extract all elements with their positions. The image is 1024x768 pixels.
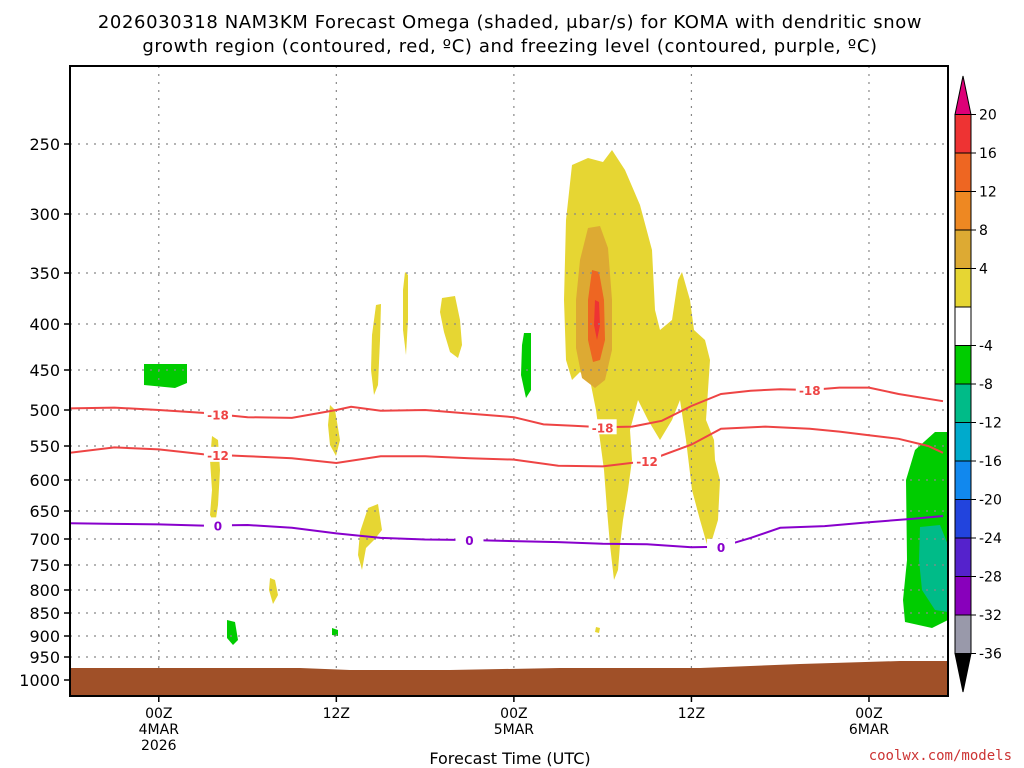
contour-label: -18 [592,421,614,435]
chart-title-line1: 2026030318 NAM3KM Forecast Omega (shaded… [98,12,922,33]
colorbar-label: -20 [979,493,1002,509]
contour-label-bg [795,382,824,397]
y-tick-label: 650 [29,502,60,521]
y-tick-label: 700 [29,530,60,549]
colorbar-swatch [954,653,972,693]
colorbar-swatch [954,75,972,115]
colorbar-label: -36 [979,647,1002,663]
omega-region [269,578,278,604]
colorbar-swatch [954,191,972,231]
colorbar-swatch [954,229,972,269]
plot-frame [69,65,949,697]
contour-label: 0 [465,534,473,548]
omega-region [227,620,238,645]
contour-label: -18 [207,408,229,422]
contour-label-bg [203,517,232,533]
contour-label: 0 [717,541,725,555]
omega-region [371,304,381,395]
contour-label-bg [588,419,617,435]
colorbar-label: 16 [979,146,997,162]
colorbar-swatch [954,306,972,346]
colorbar-swatch [954,383,972,423]
colorbar-swatch [954,614,972,654]
colorbar-label: -4 [979,339,993,355]
contour-label-bg [203,446,232,462]
y-tick-label: 1000 [19,671,60,690]
contour-label: -18 [799,384,821,398]
credit-text: coolwx.com/models [869,748,1012,764]
colorbar-label: 8 [979,223,988,239]
y-tick-label: 800 [29,581,60,600]
colorbar-label: -8 [979,377,993,393]
y-tick-label: 850 [29,604,60,623]
colorbar-swatch [954,537,972,577]
y-tick-label: 500 [29,401,60,420]
x-tick-label: 6MAR [849,722,890,738]
colorbar-swatch [954,422,972,462]
x-tick-label: 00Z [500,706,527,722]
y-tick-label: 900 [29,627,60,646]
colorbar-label: 12 [979,185,997,201]
chart-title-line2: growth region (contoured, red, ºC) and f… [142,36,877,57]
x-tick-label: 12Z [323,706,350,722]
colorbar-swatch [954,152,972,192]
y-tick-label: 450 [29,361,60,380]
y-tick-label: 600 [29,471,60,490]
omega-region [328,405,340,456]
contour-label-bg [707,538,736,554]
colorbar-label: -32 [979,608,1002,624]
contour-line [70,425,944,468]
x-tick-label: 5MAR [494,722,535,738]
y-tick-label: 750 [29,556,60,575]
colorbar: 20 16 12 8 4 -4 -8 -12 -16 -20 -24 -28 -32 -36 [954,75,1002,693]
colorbar-label: -12 [979,416,1002,432]
omega-region [521,333,531,398]
colorbar-label: 4 [979,262,988,278]
terrain [70,661,948,696]
colorbar-label: -16 [979,454,1002,470]
omega-region [594,300,600,340]
omega-region [144,364,187,388]
colorbar-swatch [954,268,972,308]
colorbar-label: 20 [979,108,997,124]
colorbar-swatch [954,114,972,154]
colorbar-swatch [954,460,972,500]
colorbar-swatch [954,499,972,539]
colorbar-label: -28 [979,570,1002,586]
x-tick-label: 2026 [141,738,177,754]
x-tick-label: 00Z [145,706,172,722]
y-tick-label: 400 [29,315,60,334]
y-tick-label: 950 [29,648,60,667]
x-tick-label: 4MAR [139,722,180,738]
x-axis-label: Forecast Time (UTC) [429,749,590,768]
y-axis: 250 300 350 400 450 500 550 600 650 700 750 800 850 9… [19,135,70,690]
colorbar-swatch [954,345,972,385]
y-tick-label: 350 [29,264,60,283]
y-tick-label: 300 [29,205,60,224]
contour-label-bg [455,532,484,548]
contour-label-bg [203,406,232,422]
x-tick-label: 00Z [855,706,882,722]
contour-label: -12 [207,449,229,463]
x-tick-label: 12Z [678,706,705,722]
colorbar-swatch [954,576,972,616]
y-tick-label: 250 [29,135,60,154]
omega-region [440,296,462,358]
contours: -18 -18 -18 -12 -12 0 0 0 [70,382,944,555]
omega-region [595,627,600,633]
colorbar-label: -24 [979,531,1002,547]
contour-label: -12 [636,455,658,469]
contour-label: 0 [214,519,222,533]
plot-area [70,66,948,696]
grid [70,66,948,696]
contour-label-bg [633,452,662,468]
omega-region [403,272,408,355]
y-tick-label: 550 [29,437,60,456]
